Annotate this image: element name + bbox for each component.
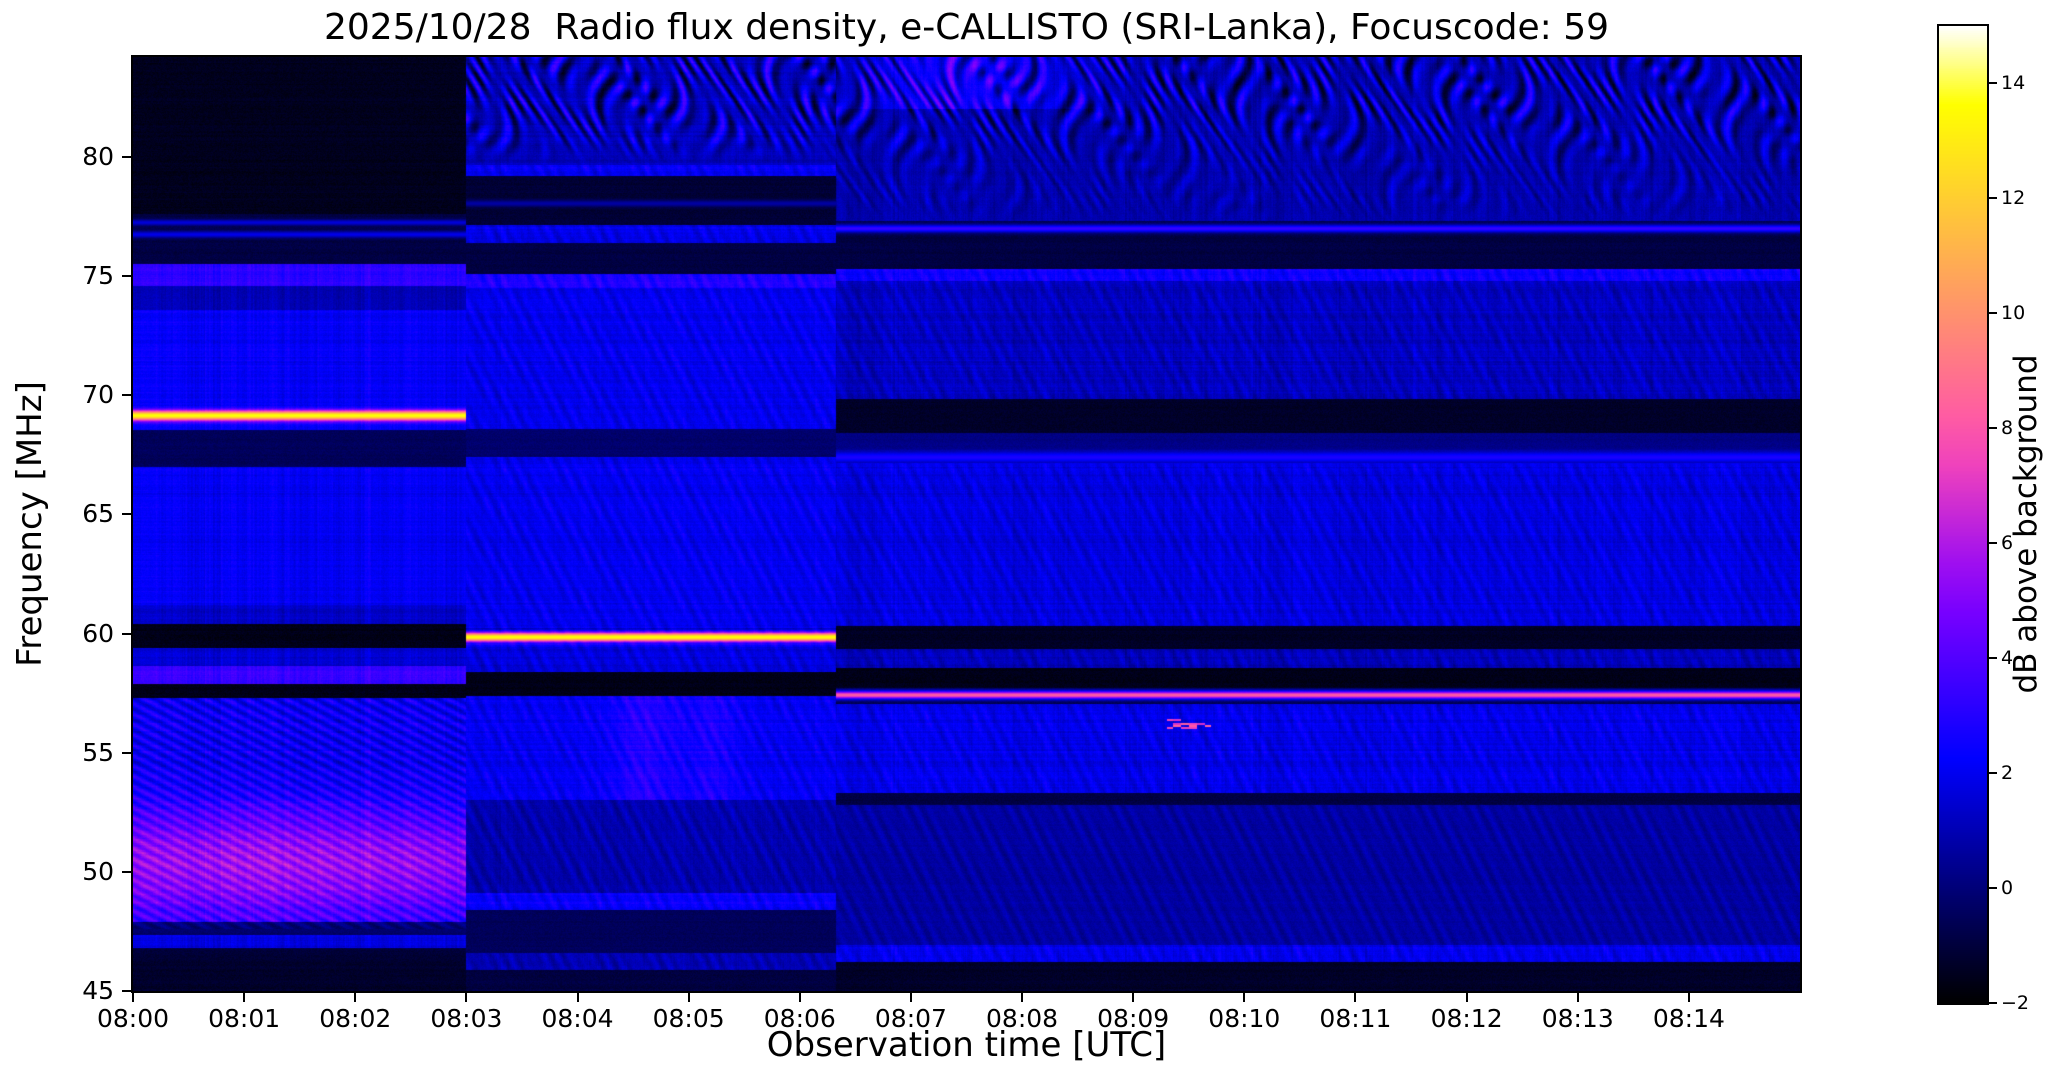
- x-tick-mark: [1354, 993, 1357, 1002]
- x-tick-mark: [1687, 993, 1690, 1002]
- y-tick-label: 45: [82, 976, 114, 1005]
- y-tick-mark: [122, 156, 131, 159]
- y-tick-mark: [122, 275, 131, 278]
- y-tick-label: 65: [82, 499, 114, 529]
- y-tick-label: 60: [82, 618, 114, 648]
- y-tick-mark: [122, 632, 131, 635]
- colorbar-tick-mark: [1989, 197, 1997, 200]
- y-tick-mark: [122, 751, 131, 754]
- y-axis-label: Frequency [MHz]: [10, 381, 50, 667]
- x-tick-mark: [1465, 993, 1468, 1002]
- colorbar-gradient-canvas: [1939, 26, 1987, 1003]
- x-tick-mark: [465, 993, 468, 1002]
- x-tick-mark: [1132, 993, 1135, 1002]
- x-tick-mark: [1576, 993, 1579, 1002]
- x-tick-mark: [1243, 993, 1246, 1002]
- y-tick-mark: [122, 394, 131, 397]
- x-tick-mark: [243, 993, 246, 1002]
- plot-area: [131, 55, 1802, 993]
- spectrogram-canvas: [133, 57, 1800, 991]
- y-tick-label: 50: [82, 856, 114, 886]
- x-tick-mark: [687, 993, 690, 1002]
- x-axis-label: Observation time [UTC]: [766, 1025, 1167, 1065]
- x-tick-mark: [354, 993, 357, 1002]
- y-tick-label: 80: [82, 142, 114, 172]
- y-tick-label: 70: [82, 380, 114, 410]
- colorbar-tick-label: 12: [2001, 187, 2026, 210]
- colorbar-tick-mark: [1989, 427, 1997, 430]
- chart-title: 2025/10/28 Radio flux density, e-CALLIST…: [323, 7, 1610, 48]
- x-tick-mark: [798, 993, 801, 1002]
- colorbar-tick-label: −2: [2001, 992, 2030, 1014]
- x-tick-mark: [576, 993, 579, 1002]
- y-tick-mark: [122, 870, 131, 873]
- colorbar-tick-label: 14: [2001, 72, 2026, 95]
- colorbar-tick-mark: [1989, 542, 1997, 545]
- colorbar-tick-label: 2: [2001, 762, 2014, 785]
- colorbar-tick-label: 10: [2001, 302, 2026, 325]
- colorbar-tick-mark: [1989, 82, 1997, 85]
- colorbar-tick-mark: [1989, 312, 1997, 315]
- y-tick-label: 55: [82, 737, 114, 767]
- y-tick-mark: [122, 513, 131, 516]
- x-tick-mark: [909, 993, 912, 1002]
- y-tick-mark: [122, 990, 131, 992]
- y-tick-label: 75: [82, 261, 114, 291]
- colorbar-tick-mark: [1989, 887, 1997, 890]
- colorbar-label: dB above background: [2008, 354, 2044, 694]
- colorbar: [1937, 24, 1989, 1005]
- colorbar-tick-mark: [1989, 657, 1997, 660]
- x-tick-mark: [132, 993, 134, 1002]
- colorbar-tick-label: 0: [2001, 877, 2014, 900]
- x-tick-mark: [1021, 993, 1024, 1002]
- colorbar-tick-mark: [1989, 772, 1997, 775]
- colorbar-tick-mark: [1989, 1002, 1997, 1004]
